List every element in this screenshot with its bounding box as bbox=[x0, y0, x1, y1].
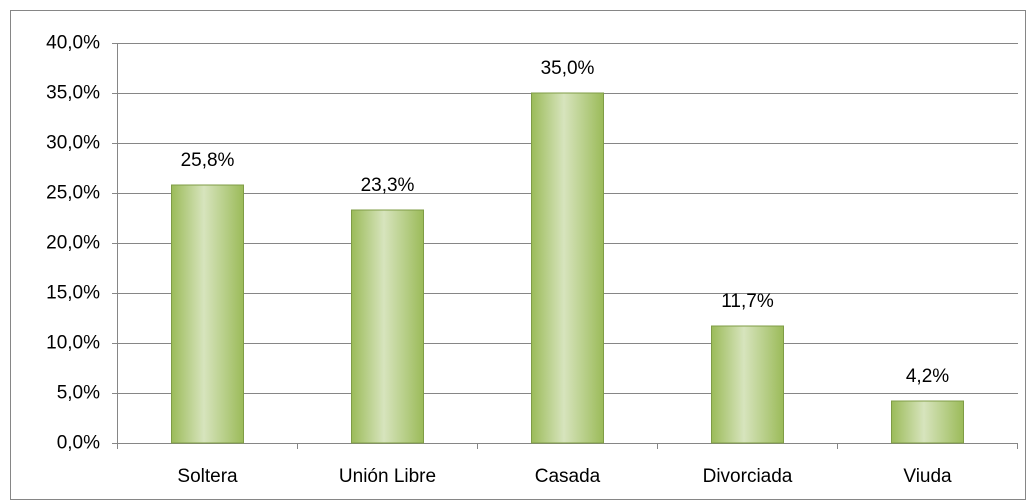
data-label: 11,7% bbox=[721, 291, 774, 312]
y-tick-label: 15,0% bbox=[46, 283, 100, 304]
x-tick-label: Soltera bbox=[177, 466, 238, 487]
y-tick-label: 35,0% bbox=[46, 83, 100, 104]
x-tick-label: Unión Libre bbox=[339, 466, 436, 487]
data-label: 4,2% bbox=[906, 366, 949, 387]
y-tick-label: 10,0% bbox=[46, 333, 100, 354]
y-tick-label: 40,0% bbox=[46, 33, 100, 54]
data-label: 35,0% bbox=[541, 58, 595, 79]
bar bbox=[891, 400, 964, 444]
x-tick-label: Divorciada bbox=[703, 466, 793, 487]
bar bbox=[171, 184, 244, 444]
bar bbox=[711, 325, 784, 444]
data-label: 25,8% bbox=[181, 150, 235, 171]
y-tick-label: 0,0% bbox=[57, 433, 100, 454]
y-tick-label: 20,0% bbox=[46, 233, 100, 254]
bar bbox=[351, 209, 424, 444]
x-tick-label: Viuda bbox=[903, 466, 952, 487]
data-label: 23,3% bbox=[361, 175, 415, 196]
x-tick-label: Casada bbox=[535, 466, 601, 487]
chart-border bbox=[10, 10, 1026, 500]
y-tick-label: 5,0% bbox=[57, 383, 100, 404]
y-tick-label: 30,0% bbox=[46, 133, 100, 154]
bar bbox=[531, 92, 604, 444]
y-tick-label: 25,0% bbox=[46, 183, 100, 204]
